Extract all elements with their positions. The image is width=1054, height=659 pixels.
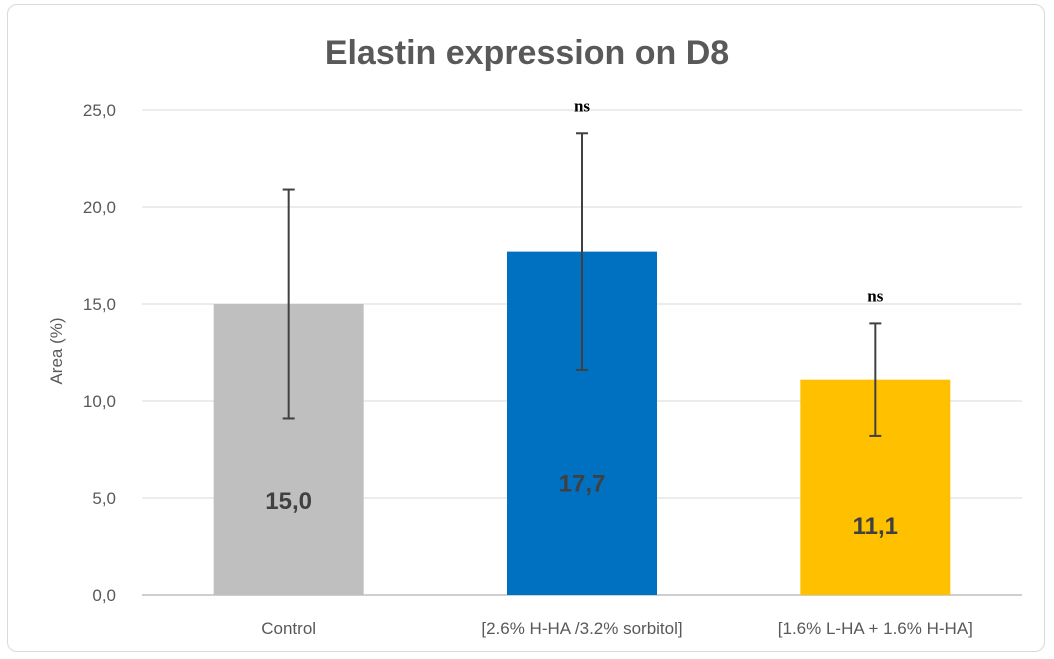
y-tick-label: 25,0 <box>83 101 116 120</box>
significance-annotation: ns <box>867 286 883 305</box>
data-label: 17,7 <box>559 471 606 498</box>
data-label: 15,0 <box>265 488 312 515</box>
y-tick-label: 0,0 <box>92 586 116 605</box>
significance-annotation: ns <box>574 96 590 115</box>
data-label: 11,1 <box>853 513 898 540</box>
x-tick-label: Control <box>261 619 316 638</box>
y-tick-label: 10,0 <box>83 392 116 411</box>
y-tick-label: 5,0 <box>92 489 116 508</box>
y-axis-label: Area (%) <box>47 317 66 384</box>
y-tick-label: 20,0 <box>83 198 116 217</box>
y-tick-label: 15,0 <box>83 295 116 314</box>
chart-title: Elastin expression on D8 <box>325 34 729 72</box>
x-tick-label: [1.6% L-HA + 1.6% H-HA] <box>778 619 973 638</box>
x-tick-label: [2.6% H-HA /3.2% sorbitol] <box>481 619 682 638</box>
